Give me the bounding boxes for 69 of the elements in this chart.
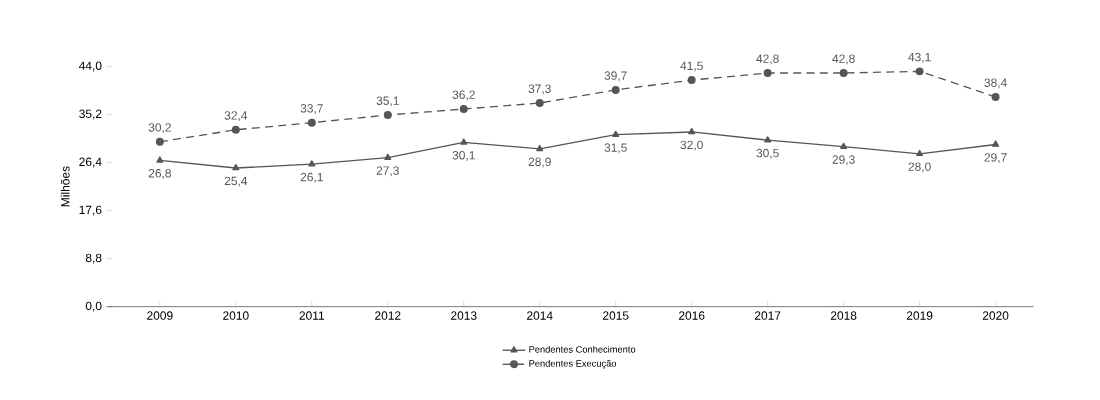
data-label: 27,3	[376, 166, 399, 177]
point	[991, 93, 1000, 102]
y-tick-label: 26,4	[79, 157, 102, 168]
x-tick-label: 2017	[754, 311, 781, 320]
y-tick-label: 17,6	[79, 205, 102, 216]
point	[155, 137, 164, 146]
data-label: 28,9	[528, 157, 551, 168]
x-tick-label: 2018	[830, 311, 857, 320]
point	[307, 118, 316, 127]
x-tick-label: 2020	[982, 311, 1009, 320]
y-tick-label: 35,2	[79, 109, 102, 120]
data-label: 33,7	[300, 104, 323, 114]
data-label: 42,8	[756, 54, 779, 65]
data-label: 32,0	[680, 140, 703, 151]
x-tick-label: 2013	[451, 311, 477, 320]
data-label: 43,1	[908, 52, 931, 63]
point	[535, 99, 544, 108]
x-tick-label: 2019	[906, 311, 933, 320]
point	[156, 156, 164, 163]
point	[840, 142, 848, 150]
data-label: 29,3	[832, 155, 855, 166]
data-label: 38,4	[984, 78, 1007, 89]
data-label: 41,5	[680, 61, 703, 72]
point	[839, 69, 848, 77]
data-label: 36,2	[452, 90, 475, 101]
x-tick-label: 2009	[147, 311, 173, 320]
point	[460, 138, 468, 145]
point	[231, 125, 240, 134]
data-label: 37,3	[528, 84, 551, 95]
point	[308, 160, 316, 167]
point	[916, 149, 924, 157]
point	[612, 130, 620, 138]
legend-label: Pendentes Conhecimento	[529, 345, 636, 353]
data-label: 25,4	[224, 176, 248, 187]
x-tick-label: 2010	[223, 311, 249, 320]
x-tick-label: 2015	[603, 311, 629, 320]
point	[611, 85, 620, 94]
data-label: 31,5	[604, 143, 627, 154]
point	[232, 164, 240, 171]
y-tick-label: 0,0	[85, 301, 102, 312]
point	[915, 67, 924, 76]
data-label: 26,8	[148, 169, 171, 179]
data-label: 35,1	[376, 96, 399, 107]
legend-label: Pendentes Execução	[529, 359, 617, 369]
data-label: 32,4	[224, 111, 248, 122]
x-tick-label: 2011	[299, 311, 325, 320]
data-label: 30,2	[148, 123, 171, 134]
point	[687, 76, 696, 85]
data-label: 30,5	[756, 148, 779, 159]
data-label: 30,1	[452, 151, 475, 161]
data-label: 42,8	[832, 54, 855, 65]
point	[688, 127, 696, 135]
point	[384, 153, 392, 160]
point	[383, 111, 392, 120]
point	[459, 105, 468, 114]
data-label: 26,1	[300, 172, 323, 183]
point	[536, 144, 544, 152]
x-tick-label: 2012	[375, 311, 401, 320]
point	[992, 140, 1000, 147]
data-label: 29,7	[984, 153, 1007, 164]
y-axis-title: Milhões	[60, 166, 70, 207]
y-tick-label: 8,8	[85, 253, 102, 264]
data-label: 39,7	[604, 71, 627, 82]
point	[764, 136, 772, 143]
data-label: 28,0	[908, 162, 931, 173]
y-tick-label: 44,0	[78, 61, 102, 72]
x-tick-label: 2014	[527, 311, 553, 320]
point	[763, 69, 772, 77]
x-tick-label: 2016	[678, 311, 705, 320]
